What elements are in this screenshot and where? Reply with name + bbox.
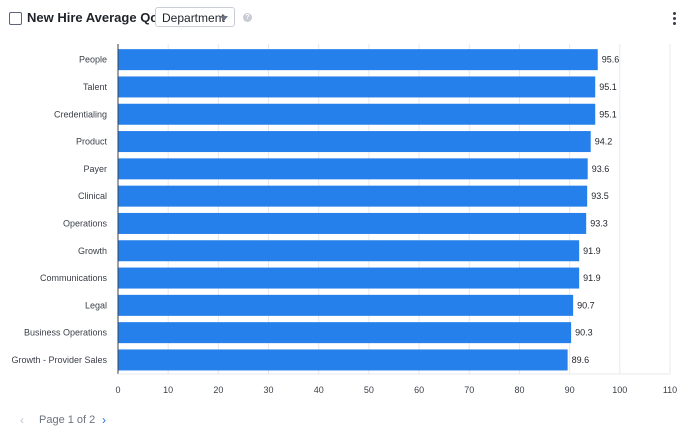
x-tick-label: 110: [663, 385, 677, 395]
x-tick-label: 100: [612, 385, 627, 395]
value-label: 95.1: [599, 109, 617, 119]
select-checkbox[interactable]: [9, 12, 22, 25]
bar[interactable]: [118, 185, 588, 207]
value-label: 91.9: [583, 246, 601, 256]
x-tick-label: 0: [115, 385, 120, 395]
value-label: 93.5: [591, 191, 609, 201]
bar[interactable]: [118, 349, 568, 371]
bar[interactable]: [118, 158, 588, 180]
x-tick-label: 70: [464, 385, 474, 395]
bars: [118, 49, 598, 371]
bar[interactable]: [118, 131, 591, 153]
value-label: 93.6: [592, 164, 610, 174]
more-options-icon[interactable]: [670, 11, 680, 27]
category-label: Talent: [83, 82, 108, 92]
category-label: Growth - Provider Sales: [11, 355, 107, 365]
bar[interactable]: [118, 49, 598, 71]
value-label: 95.6: [602, 55, 620, 65]
bar-chart: 0 10 20 30 40 50 60 70 80 90 100 110 People 95.6 Talen…: [11, 44, 677, 395]
chart-header: New Hire Average QoH by Department ?: [0, 0, 688, 36]
chevron-right-icon[interactable]: ›: [102, 413, 106, 427]
x-tick-label: 10: [163, 385, 173, 395]
bar[interactable]: [118, 76, 596, 98]
bar[interactable]: [118, 294, 574, 316]
x-tick-label: 50: [364, 385, 374, 395]
axes: [117, 44, 670, 375]
value-label: 94.2: [595, 137, 613, 147]
caret-down-icon: [220, 16, 228, 21]
value-label: 90.7: [577, 300, 595, 310]
bar[interactable]: [118, 212, 587, 234]
value-label: 93.3: [590, 218, 608, 228]
labels: 0 10 20 30 40 50 60 70 80 90 100 110 People 95.6 Talen…: [11, 55, 677, 395]
category-label: Business Operations: [24, 328, 108, 338]
grid-lines: [167, 44, 671, 374]
x-tick-label: 40: [314, 385, 324, 395]
bar[interactable]: [118, 240, 580, 262]
group-by-dropdown[interactable]: Department: [155, 7, 235, 27]
x-tick-label: 20: [213, 385, 223, 395]
page-indicator: Page 1 of 2: [39, 414, 96, 426]
bar[interactable]: [118, 267, 580, 289]
x-tick-label: 90: [565, 385, 575, 395]
value-label: 89.6: [572, 355, 590, 365]
category-label: People: [79, 55, 107, 65]
bar[interactable]: [118, 103, 596, 125]
bar[interactable]: [118, 322, 572, 344]
group-by-dropdown-value: Department: [162, 11, 225, 25]
category-label: Communications: [40, 273, 108, 283]
category-label: Credentialing: [54, 109, 107, 119]
value-label: 95.1: [599, 82, 617, 92]
help-icon[interactable]: ?: [243, 13, 252, 22]
value-label: 90.3: [575, 328, 593, 338]
chart-title: New Hire Average QoH by: [27, 10, 187, 25]
x-tick-label: 60: [414, 385, 424, 395]
x-tick-label: 80: [514, 385, 524, 395]
value-label: 91.9: [583, 273, 601, 283]
category-label: Growth: [78, 246, 107, 256]
category-label: Clinical: [78, 191, 107, 201]
category-label: Product: [76, 137, 108, 147]
chevron-left-icon[interactable]: ‹: [20, 413, 24, 427]
category-label: Operations: [63, 218, 108, 228]
category-label: Legal: [85, 300, 107, 310]
x-tick-label: 30: [264, 385, 274, 395]
category-label: Payer: [83, 164, 107, 174]
